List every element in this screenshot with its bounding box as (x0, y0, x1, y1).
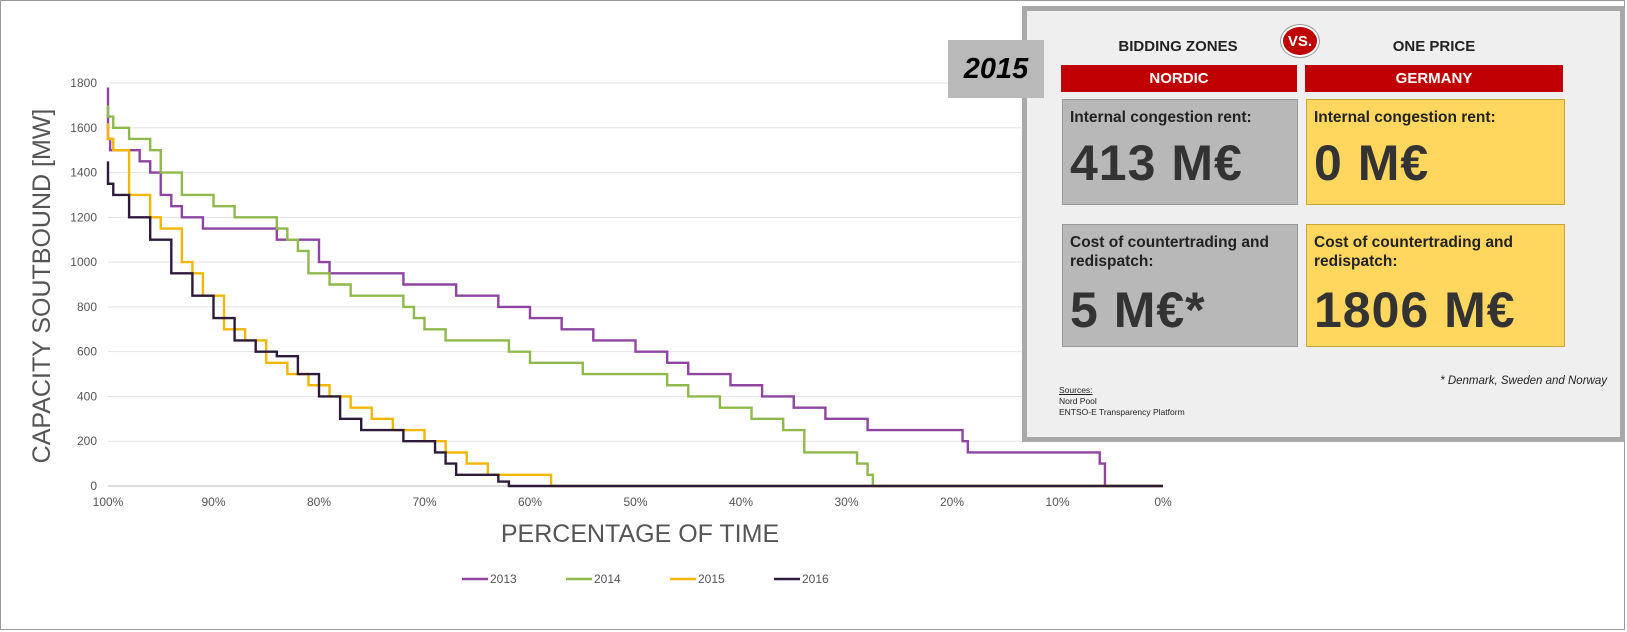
bidding-zones-heading: BIDDING ZONES (1118, 38, 1238, 55)
nordic-redispatch-cost-value: 5 M€* (1070, 282, 1206, 338)
germany-redispatch-cost-label: Cost of countertrading and redispatch: (1314, 234, 1513, 270)
germany-congestion-rent-value: 0 M€ (1314, 135, 1430, 191)
nordic-redispatch-cost-label: Cost of countertrading and redispatch: (1070, 234, 1269, 270)
x-axis-ticks: 100% 90% 80% 70% 60% 50% 40% 30% 20% 10% 0% (93, 495, 1172, 509)
germany-redispatch-cost-box: Cost of countertrading and redispatch: 1… (1306, 224, 1565, 347)
year-label: 2015 (948, 40, 1044, 98)
nordic-congestion-rent-label: Internal congestion rent: (1070, 109, 1252, 126)
nordic-congestion-rent-box: Internal congestion rent: 413 M€ (1062, 99, 1298, 205)
chart-grid (108, 82, 1163, 442)
series-line-2016 (106, 161, 1163, 488)
nordic-redispatch-cost-box: Cost of countertrading and redispatch: 5… (1062, 224, 1298, 347)
legend-label-2016: 2016 (802, 572, 829, 586)
y-tick-label: 1800 (70, 76, 97, 90)
vs-badge: VS. (1281, 25, 1319, 57)
x-tick-label: 60% (518, 495, 542, 509)
germany-redispatch-cost-value: 1806 M€ (1314, 282, 1516, 338)
y-tick-label: 200 (77, 434, 97, 448)
series-line-2014 (106, 105, 1163, 488)
legend-label-2014: 2014 (594, 572, 621, 586)
chart-legend: 2013 2014 2015 2016 (462, 572, 829, 586)
comparison-panel: BIDDING ZONES ONE PRICE VS. NORDIC GERMA… (1022, 6, 1625, 442)
legend-label-2015: 2015 (698, 572, 725, 586)
y-tick-label: 400 (77, 389, 97, 403)
y-tick-label: 800 (77, 300, 97, 314)
x-tick-label: 70% (412, 495, 436, 509)
one-price-heading: ONE PRICE (1392, 38, 1476, 55)
series-line-2015 (106, 123, 1163, 488)
x-tick-label: 20% (940, 495, 964, 509)
legend-label-2013: 2013 (490, 572, 517, 586)
nordic-bar: NORDIC (1061, 65, 1297, 92)
series-lines (106, 87, 1163, 488)
source-entsoe: ENTSO-E Transparency Platform (1059, 407, 1185, 417)
nordic-congestion-rent-value: 413 M€ (1070, 135, 1243, 191)
x-tick-label: 40% (729, 495, 753, 509)
x-tick-label: 100% (93, 495, 124, 509)
sources-title: Sources: (1059, 385, 1093, 395)
series-line-2013 (106, 87, 1163, 488)
x-tick-label: 80% (307, 495, 331, 509)
x-tick-label: 10% (1045, 495, 1069, 509)
y-tick-label: 600 (77, 345, 97, 359)
sources-block: Sources: Nord Pool ENTSO-E Transparency … (1059, 385, 1185, 418)
y-tick-label: 1000 (70, 255, 97, 269)
y-tick-label: 0 (90, 479, 97, 493)
y-tick-label: 1400 (70, 166, 97, 180)
y-axis-ticks: 0 200 400 600 800 1000 1200 1400 1600 1800 (70, 76, 97, 493)
x-tick-label: 50% (623, 495, 647, 509)
germany-bar: GERMANY (1305, 65, 1563, 92)
x-axis-title: PERCENTAGE OF TIME (501, 520, 779, 548)
germany-congestion-rent-label: Internal congestion rent: (1314, 109, 1496, 126)
x-tick-label: 30% (834, 495, 858, 509)
source-nord-pool: Nord Pool (1059, 396, 1097, 406)
x-tick-label: 0% (1154, 495, 1172, 509)
y-axis-title: CAPACITY SOUTBOUND [MW] (28, 109, 56, 464)
y-tick-label: 1200 (70, 210, 97, 224)
footnote: * Denmark, Sweden and Norway (1440, 375, 1607, 387)
x-tick-label: 90% (201, 495, 225, 509)
germany-congestion-rent-box: Internal congestion rent: 0 M€ (1306, 99, 1565, 205)
y-tick-label: 1600 (70, 121, 97, 135)
